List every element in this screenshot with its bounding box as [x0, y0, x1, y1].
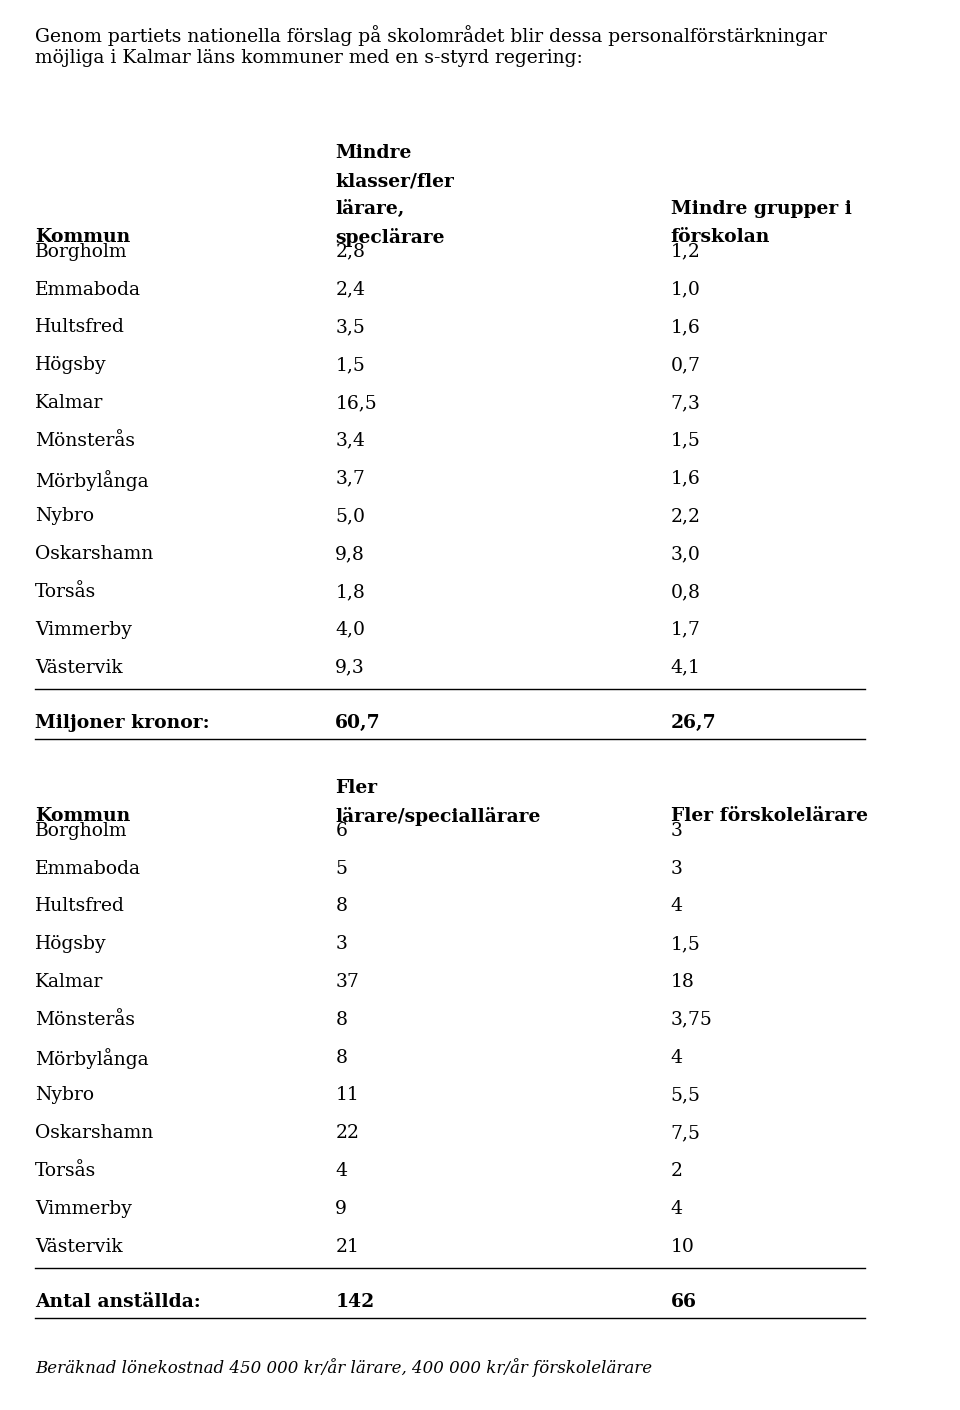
Text: Kommun: Kommun	[36, 807, 131, 825]
Text: 2,4: 2,4	[335, 281, 366, 299]
Text: 1,0: 1,0	[671, 281, 701, 299]
Text: 9,8: 9,8	[335, 546, 365, 563]
Text: 7,5: 7,5	[671, 1124, 701, 1142]
Text: 1,6: 1,6	[671, 319, 701, 337]
Text: 3,75: 3,75	[671, 1011, 712, 1029]
Text: klasser/fler: klasser/fler	[335, 172, 454, 190]
Text: förskolan: förskolan	[671, 228, 770, 245]
Text: 1,5: 1,5	[335, 357, 365, 374]
Text: Fler: Fler	[335, 778, 377, 797]
Text: 21: 21	[335, 1238, 359, 1255]
Text: 4: 4	[671, 1200, 683, 1218]
Text: Kommun: Kommun	[36, 228, 131, 245]
Text: Kalmar: Kalmar	[36, 973, 104, 991]
Text: 2: 2	[671, 1162, 683, 1180]
Text: Mindre grupper i: Mindre grupper i	[671, 200, 852, 219]
Text: Borgholm: Borgholm	[36, 243, 128, 261]
Text: lärare,: lärare,	[335, 200, 405, 219]
Text: 37: 37	[335, 973, 359, 991]
Text: 3: 3	[335, 935, 348, 953]
Text: 4,0: 4,0	[335, 620, 366, 639]
Text: 8: 8	[335, 1049, 348, 1066]
Text: 9: 9	[335, 1200, 348, 1218]
Text: Mönsterås: Mönsterås	[36, 1011, 135, 1029]
Text: Hultsfred: Hultsfred	[36, 897, 125, 915]
Text: 1,5: 1,5	[671, 935, 701, 953]
Text: Emmaboda: Emmaboda	[36, 281, 141, 299]
Text: Nybro: Nybro	[36, 508, 94, 526]
Text: Beräknad lönekostnad 450 000 kr/år lärare, 400 000 kr/år förskolelärare: Beräknad lönekostnad 450 000 kr/år lärar…	[36, 1358, 653, 1376]
Text: 1,2: 1,2	[671, 243, 701, 261]
Text: lärare/speciallärare: lärare/speciallärare	[335, 807, 540, 826]
Text: 5,0: 5,0	[335, 508, 366, 526]
Text: Högsby: Högsby	[36, 357, 107, 374]
Text: 2,8: 2,8	[335, 243, 366, 261]
Text: 4: 4	[335, 1162, 348, 1180]
Text: Emmaboda: Emmaboda	[36, 860, 141, 877]
Text: 6: 6	[335, 822, 348, 840]
Text: 16,5: 16,5	[335, 393, 377, 412]
Text: 26,7: 26,7	[671, 715, 716, 732]
Text: 1,8: 1,8	[335, 582, 365, 601]
Text: 18: 18	[671, 973, 694, 991]
Text: 0,7: 0,7	[671, 357, 701, 374]
Text: 5: 5	[335, 860, 348, 877]
Text: Miljoner kronor:: Miljoner kronor:	[36, 715, 210, 732]
Text: Genom partiets nationella förslag på skolområdet blir dessa personalförstärkning: Genom partiets nationella förslag på sko…	[36, 25, 828, 66]
Text: Torsås: Torsås	[36, 582, 97, 601]
Text: Mindre: Mindre	[335, 144, 412, 162]
Text: 4,1: 4,1	[671, 658, 701, 677]
Text: Antal anställda:: Antal anställda:	[36, 1293, 201, 1311]
Text: 3: 3	[671, 860, 683, 877]
Text: 3,7: 3,7	[335, 470, 365, 488]
Text: 5,5: 5,5	[671, 1086, 701, 1104]
Text: Mörbylånga: Mörbylånga	[36, 470, 149, 491]
Text: 3: 3	[671, 822, 683, 840]
Text: 3,4: 3,4	[335, 431, 365, 450]
Text: Borgholm: Borgholm	[36, 822, 128, 840]
Text: Kalmar: Kalmar	[36, 393, 104, 412]
Text: 8: 8	[335, 1011, 348, 1029]
Text: speclärare: speclärare	[335, 228, 444, 247]
Text: 3,5: 3,5	[335, 319, 365, 337]
Text: Hultsfred: Hultsfred	[36, 319, 125, 337]
Text: 11: 11	[335, 1086, 359, 1104]
Text: 7,3: 7,3	[671, 393, 701, 412]
Text: Västervik: Västervik	[36, 658, 123, 677]
Text: Torsås: Torsås	[36, 1162, 97, 1180]
Text: 9,3: 9,3	[335, 658, 365, 677]
Text: Vimmerby: Vimmerby	[36, 620, 132, 639]
Text: Västervik: Västervik	[36, 1238, 123, 1255]
Text: 60,7: 60,7	[335, 715, 381, 732]
Text: 4: 4	[671, 1049, 683, 1066]
Text: Nybro: Nybro	[36, 1086, 94, 1104]
Text: Oskarshamn: Oskarshamn	[36, 1124, 154, 1142]
Text: 1,7: 1,7	[671, 620, 701, 639]
Text: 10: 10	[671, 1238, 694, 1255]
Text: 1,6: 1,6	[671, 470, 701, 488]
Text: 66: 66	[671, 1293, 697, 1311]
Text: 142: 142	[335, 1293, 374, 1311]
Text: 4: 4	[671, 897, 683, 915]
Text: Mönsterås: Mönsterås	[36, 431, 135, 450]
Text: Oskarshamn: Oskarshamn	[36, 546, 154, 563]
Text: 8: 8	[335, 897, 348, 915]
Text: 2,2: 2,2	[671, 508, 701, 526]
Text: Högsby: Högsby	[36, 935, 107, 953]
Text: 3,0: 3,0	[671, 546, 701, 563]
Text: 0,8: 0,8	[671, 582, 701, 601]
Text: Vimmerby: Vimmerby	[36, 1200, 132, 1218]
Text: 22: 22	[335, 1124, 359, 1142]
Text: Fler förskolelärare: Fler förskolelärare	[671, 807, 868, 825]
Text: 1,5: 1,5	[671, 431, 701, 450]
Text: Mörbylånga: Mörbylånga	[36, 1049, 149, 1070]
